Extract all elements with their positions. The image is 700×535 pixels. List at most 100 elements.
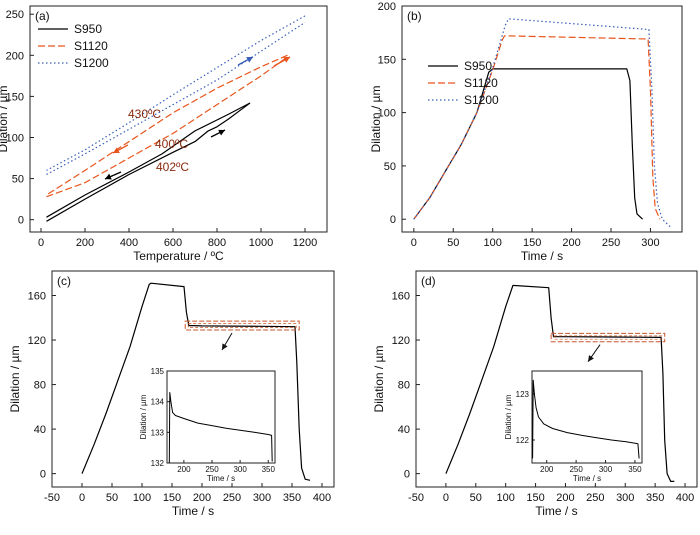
inset-y-axis-label: Dilation / µm <box>504 394 513 439</box>
inset-chart: 200 250 300 350 132 133 134 135 Time / s Dilation… <box>139 367 276 483</box>
inset-background <box>167 371 275 463</box>
inset-series-line <box>532 379 640 459</box>
x-tick-label: 0 <box>443 492 449 504</box>
y-axis-label: Dilation / µm <box>8 346 22 413</box>
inset-x-tick-label: 200 <box>540 465 554 474</box>
series-line-s0 <box>445 284 675 482</box>
x-tick-label: 200 <box>556 492 574 504</box>
x-tick-label: 250 <box>586 492 604 504</box>
x-tick-label: 200 <box>562 237 580 249</box>
panel-label: (c) <box>57 274 71 288</box>
y-tick-label: 40 <box>398 424 410 436</box>
x-tick-label: 250 <box>223 492 241 504</box>
x-tick-label: -50 <box>44 492 60 504</box>
y-tick-label: 250 <box>6 9 24 21</box>
x-tick-label: 50 <box>447 237 459 249</box>
frame <box>29 5 328 233</box>
inset-y-axis-label: Dilation / µm <box>139 394 148 439</box>
x-tick-label: 400 <box>676 492 694 504</box>
y-axis-label: Dilation / µm <box>369 86 383 153</box>
x-tick-label: 200 <box>193 492 211 504</box>
x-tick-label: 50 <box>470 492 482 504</box>
heating-arrow-black-head <box>218 129 225 136</box>
x-tick-label: 400 <box>120 237 138 249</box>
y-tick-label: 160 <box>28 290 46 302</box>
heating-arrow-orange-head <box>283 57 290 63</box>
y-tick-label: 0 <box>390 214 396 226</box>
x-tick-label: 150 <box>163 492 181 504</box>
x-tick-label: 150 <box>526 492 544 504</box>
inset-x-tick-label: 250 <box>569 465 583 474</box>
highlight-box <box>550 332 666 343</box>
legend-label-S950: S950 <box>464 59 492 73</box>
zoom-arrow-head <box>222 343 228 351</box>
panel-label: (a) <box>35 9 50 23</box>
x-tick-label: 0 <box>38 237 44 249</box>
x-tick-label: 100 <box>497 492 515 504</box>
y-tick-label: 160 <box>392 290 410 302</box>
inset-frame <box>166 370 276 464</box>
chart-panel-1: 0 200 400 600 800 1000 1200 0 50 100 150 200 250 (a) T… <box>0 5 328 263</box>
x-tick-label: 50 <box>106 492 118 504</box>
zoom-arrow-head <box>588 355 594 362</box>
y-tick-label: 0 <box>404 469 410 481</box>
x-tick-label: 400 <box>313 492 331 504</box>
y-tick-label: 50 <box>384 161 396 173</box>
x-axis-label: Time / s <box>521 249 563 263</box>
x-tick-label: 300 <box>253 492 271 504</box>
legend-label-S950: S950 <box>74 22 102 36</box>
cooling-arrow-black-head <box>105 173 112 180</box>
inset-x-tick-label: 200 <box>177 465 191 474</box>
inset-x-tick-label: 350 <box>628 465 642 474</box>
inset-x-tick-label: 300 <box>233 465 247 474</box>
x-tick-label: 300 <box>616 492 634 504</box>
inset-y-tick-label: 132 <box>151 459 165 468</box>
x-tick-label: -50 <box>408 492 424 504</box>
frame <box>401 5 683 233</box>
annotation-label: 402ºC <box>156 160 189 174</box>
x-tick-label: 250 <box>602 237 620 249</box>
x-tick-label: 150 <box>523 237 541 249</box>
x-tick-label: 350 <box>646 492 664 504</box>
series-line-S950-heating <box>46 102 251 222</box>
y-axis-label: Dilation / µm <box>372 346 386 413</box>
cooling-arrow-orange-head <box>113 147 120 153</box>
series-line-S1120-heating <box>46 56 288 198</box>
heating-arrow-blue-head <box>246 57 253 63</box>
panel-label: (b) <box>407 9 422 23</box>
highlight-box <box>184 320 300 331</box>
inset-y-tick-label: 135 <box>151 367 165 376</box>
inset-x-axis-label: Time / s <box>207 474 235 483</box>
series-line-s0 <box>81 282 311 481</box>
annotation-label: 400ºC <box>155 137 188 151</box>
annotation-label: 430ºC <box>128 107 161 121</box>
y-tick-label: 40 <box>34 424 46 436</box>
y-tick-label: 120 <box>392 335 410 347</box>
x-tick-label: 100 <box>133 492 151 504</box>
x-axis-label: Temperature / ºC <box>133 249 224 263</box>
series-line-S1200-heating <box>46 21 306 176</box>
series-line-S1120 <box>413 35 661 220</box>
x-tick-label: 200 <box>76 237 94 249</box>
x-tick-label: 1000 <box>249 237 273 249</box>
y-tick-label: 50 <box>12 174 24 186</box>
inset-x-tick-label: 250 <box>205 465 219 474</box>
y-tick-label: 200 <box>378 1 396 13</box>
series-line-S1120-cooling <box>46 54 288 196</box>
inset-x-axis-label: Time / s <box>573 474 601 483</box>
y-tick-label: 150 <box>6 91 24 103</box>
inset-background <box>532 371 642 463</box>
x-axis-label: Time / s <box>172 504 214 518</box>
legend-label-S1120: S1120 <box>74 39 108 53</box>
legend-label-S1200: S1200 <box>464 93 499 107</box>
y-axis-label: Dilation / µm <box>0 86 10 153</box>
panel-label: (d) <box>421 274 436 288</box>
frame <box>51 270 335 488</box>
x-tick-label: 800 <box>208 237 226 249</box>
y-tick-label: 150 <box>378 54 396 66</box>
y-tick-label: 80 <box>34 380 46 392</box>
inset-y-tick-label: 122 <box>516 436 530 445</box>
chart-panel-4: -50 0 50 100 150 200 250 300 350 400 0 40 80 120 160 (d… <box>372 270 698 518</box>
x-tick-label: 600 <box>164 237 182 249</box>
